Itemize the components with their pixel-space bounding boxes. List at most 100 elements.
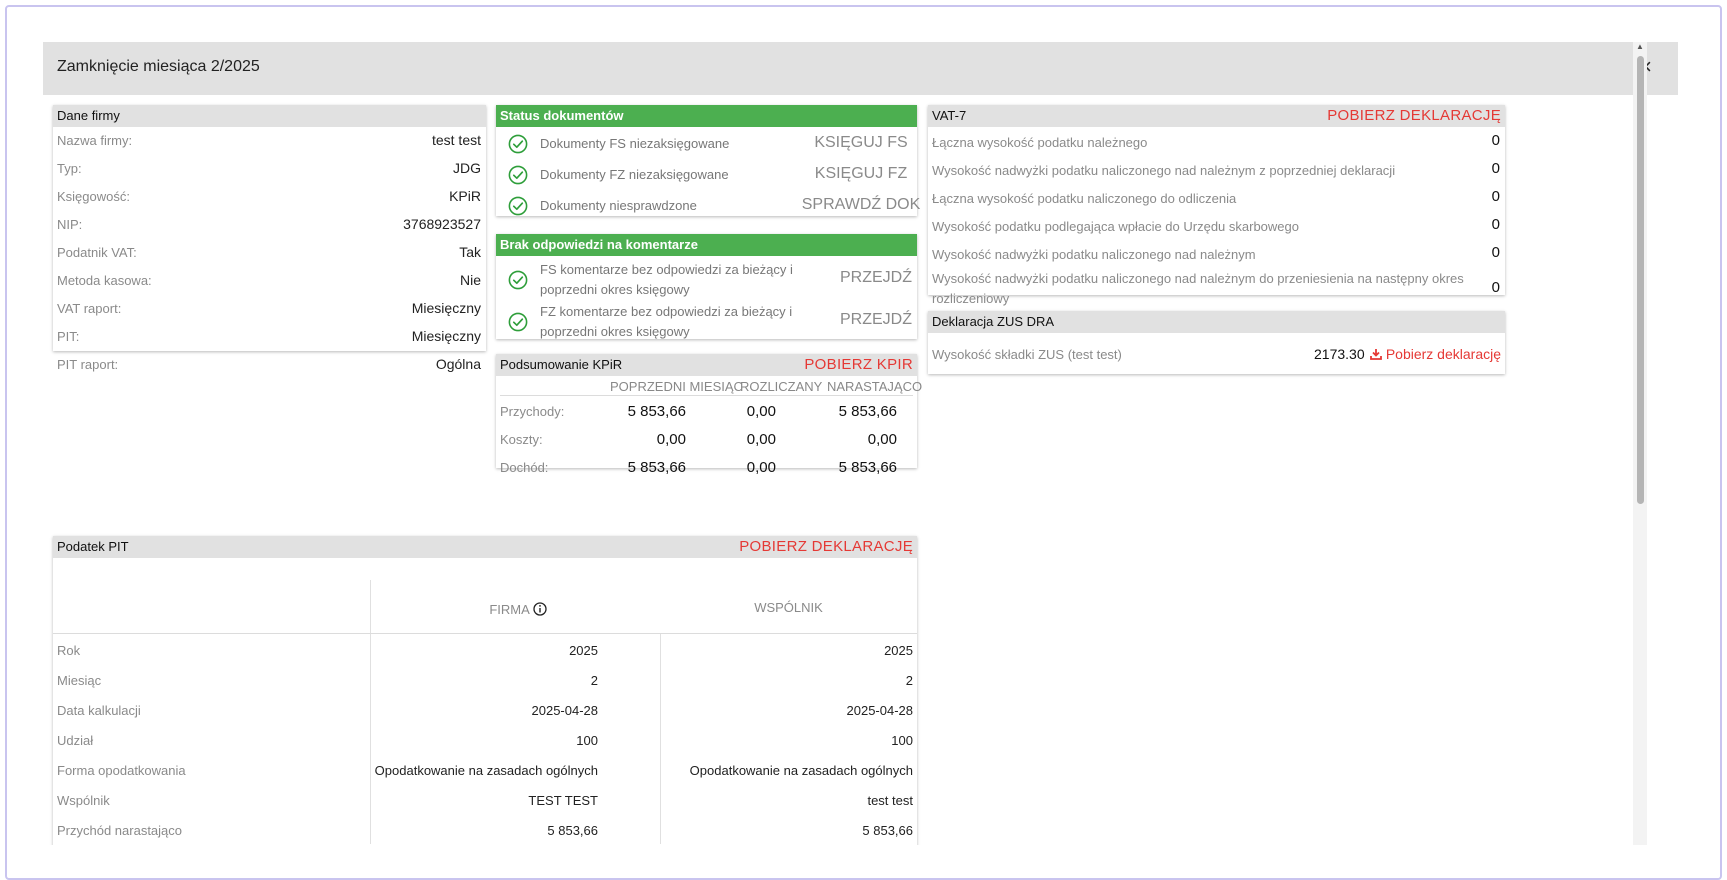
company-info-value: JDG xyxy=(453,160,481,176)
company-info-label: Metoda kasowa: xyxy=(57,273,152,288)
pit-header-divider xyxy=(53,633,917,634)
comment-go-button[interactable]: PRZEJDŹ xyxy=(840,269,912,286)
pit-col-firma-label: FIRMA xyxy=(489,602,530,617)
pit-col-divider xyxy=(370,634,371,664)
pit-title: Podatek PIT POBIERZ DEKLARACJĘ xyxy=(53,536,917,558)
pit-col-divider xyxy=(660,694,661,724)
pit-row: Miesiąc 2 2 xyxy=(53,664,917,694)
zus-value: 2173.30 xyxy=(1314,346,1365,362)
check-circle-icon xyxy=(508,165,528,185)
pit-col-divider xyxy=(370,664,371,694)
pit-wspolnik-value: 2025-04-28 xyxy=(846,703,914,718)
comment-status-text: FZ komentarze bez odpowiedzi za bieżący … xyxy=(540,304,793,339)
vat7-row: Łączna wysokość podatku naliczonego do o… xyxy=(928,183,1505,211)
vat7-row-value: 0 xyxy=(1491,216,1500,233)
kpir-cell: 5 853,66 xyxy=(838,403,897,420)
doc-status-row: Dokumenty FZ niezaksięgowane KSIĘGUJ FZ xyxy=(496,159,917,190)
kpir-row: Dochód: 5 853,66 0,00 5 853,66 xyxy=(496,452,917,480)
vat7-row: Wysokość podatku podlegająca wpłacie do … xyxy=(928,211,1505,239)
pit-wspolnik-value: test test xyxy=(867,793,913,808)
doc-status-action-button[interactable]: SPRAWDŹ DOK xyxy=(801,196,921,213)
pit-col-divider xyxy=(660,724,661,754)
download-zus-button[interactable]: Pobierz deklarację xyxy=(1370,346,1501,362)
company-info-label: PIT raport: xyxy=(57,357,119,372)
pit-col-divider xyxy=(370,784,371,814)
company-info-row: PIT raport: Ogólna xyxy=(53,351,486,379)
doc-status-row: Dokumenty FS niezaksięgowane KSIĘGUJ FS xyxy=(496,128,917,159)
company-card: Dane firmy Nazwa firmy: test test Typ: JDG K… xyxy=(53,105,486,372)
check-circle-icon xyxy=(508,312,528,332)
company-info-value: Miesięczny xyxy=(411,328,481,344)
kpir-cell: 0,00 xyxy=(746,403,776,420)
download-pit-button[interactable]: POBIERZ DEKLARACJĘ xyxy=(739,538,913,555)
comment-status-row: FS komentarze bez odpowiedzi za bieżący … xyxy=(496,257,917,299)
company-info-value: Ogólna xyxy=(435,356,481,372)
pit-col-divider xyxy=(660,784,661,814)
doc-status-text: Dokumenty niesprawdzone xyxy=(540,198,697,213)
pit-row: Rok 2025 2025 xyxy=(53,634,917,664)
pit-row: Wspólnik TEST TEST test test xyxy=(53,784,917,814)
company-info-row: Metoda kasowa: Nie xyxy=(53,267,486,295)
company-info-value: Nie xyxy=(459,272,481,288)
company-info-label: Księgowość: xyxy=(57,189,130,204)
pit-firma-value: 5 853,66 xyxy=(547,823,598,838)
comments-title: Brak odpowiedzi na komentarze xyxy=(496,234,917,256)
vat7-title: VAT-7 POBIERZ DEKLARACJĘ xyxy=(928,105,1505,127)
company-info-row: Podatnik VAT: Tak xyxy=(53,239,486,267)
doc-status-card: Status dokumentów Dokumenty FS niezaksię… xyxy=(496,105,920,216)
dialog-scrollbar[interactable]: ▲ xyxy=(1633,42,1647,845)
kpir-cell: 0,00 xyxy=(746,431,776,448)
kpir-row-label: Koszty: xyxy=(500,432,543,447)
vat7-row: Wysokość nadwyżki podatku naliczonego na… xyxy=(928,239,1505,267)
info-icon[interactable] xyxy=(533,602,547,616)
company-info-value: Miesięczny xyxy=(411,300,481,316)
company-info-label: PIT: xyxy=(57,329,80,344)
pit-col-divider xyxy=(660,754,661,784)
vat7-row-label: Wysokość nadwyżki podatku naliczonego na… xyxy=(932,247,1256,262)
doc-status-action-button[interactable]: KSIĘGUJ FS xyxy=(814,134,908,151)
zus-card: Deklaracja ZUS DRA Wysokość składki ZUS … xyxy=(928,311,1505,374)
company-info-label: Podatnik VAT: xyxy=(57,245,137,260)
vat7-row-value: 0 xyxy=(1491,244,1500,261)
pit-firma-value: 2025 xyxy=(569,643,598,658)
download-vat7-button[interactable]: POBIERZ DEKLARACJĘ xyxy=(1327,107,1501,124)
zus-title: Deklaracja ZUS DRA xyxy=(928,311,1505,333)
pit-row: Forma opodatkowania Opodatkowanie na zasa… xyxy=(53,754,917,784)
comment-status-row: FZ komentarze bez odpowiedzi za bieżący … xyxy=(496,299,917,341)
kpir-col-prev: POPRZEDNI MIESIĄC xyxy=(610,379,743,394)
kpir-row-label: Dochód: xyxy=(500,460,549,475)
scroll-up-arrow-icon[interactable]: ▲ xyxy=(1636,42,1644,51)
doc-status-text: Dokumenty FS niezaksięgowane xyxy=(540,136,730,151)
pit-firma-value: 2 xyxy=(590,673,598,688)
company-info-row: Typ: JDG xyxy=(53,155,486,183)
vat7-row-value: 0 xyxy=(1491,160,1500,177)
check-circle-icon xyxy=(508,196,528,216)
doc-status-row: Dokumenty niesprawdzone SPRAWDŹ DOK xyxy=(496,190,920,221)
check-circle-icon xyxy=(508,270,528,290)
comment-go-button[interactable]: PRZEJDŹ xyxy=(840,311,912,328)
company-info-row: Nazwa firmy: test test xyxy=(53,127,486,155)
vat7-title-text: VAT-7 xyxy=(932,108,967,123)
pit-wspolnik-value: 2025 xyxy=(884,643,913,658)
pit-row-label: Miesiąc xyxy=(57,673,102,688)
kpir-row-label: Przychody: xyxy=(500,404,565,419)
download-zus-label: Pobierz deklarację xyxy=(1385,346,1501,362)
pit-col-divider xyxy=(660,634,661,664)
download-kpir-button[interactable]: POBIERZ KPIR xyxy=(804,356,913,373)
kpir-cell: 0,00 xyxy=(656,431,686,448)
pit-row-label: Udział xyxy=(57,733,94,748)
company-info-label: NIP: xyxy=(57,217,83,232)
pit-row: Przychód narastająco 5 853,66 5 853,66 xyxy=(53,814,917,844)
pit-col-divider xyxy=(370,754,371,784)
company-card-title: Dane firmy xyxy=(53,105,486,127)
pit-wspolnik-value: 2 xyxy=(905,673,913,688)
kpir-cell: 5 853,66 xyxy=(627,403,686,420)
pit-row: Udział 100 100 xyxy=(53,724,917,754)
doc-status-action-button[interactable]: KSIĘGUJ FZ xyxy=(814,165,908,182)
pit-col-divider xyxy=(370,694,371,724)
scroll-thumb[interactable] xyxy=(1637,56,1644,504)
vat7-row-label: Łączna wysokość podatku naliczonego do o… xyxy=(932,191,1237,206)
pit-row-label: Forma opodatkowania xyxy=(57,763,186,778)
check-circle-icon xyxy=(508,134,528,154)
company-info-label: Nazwa firmy: xyxy=(57,133,133,148)
